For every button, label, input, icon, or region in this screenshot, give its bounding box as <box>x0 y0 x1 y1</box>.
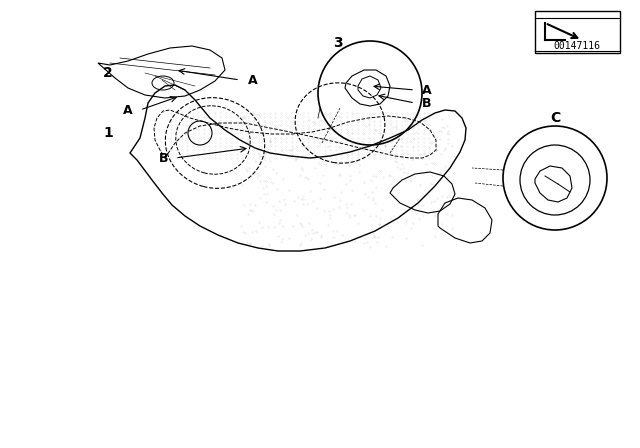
Text: A: A <box>124 103 133 116</box>
Text: A: A <box>248 73 258 86</box>
Text: A: A <box>422 83 431 96</box>
Text: B: B <box>159 151 168 164</box>
Text: 1: 1 <box>103 126 113 140</box>
Text: C: C <box>550 111 560 125</box>
Text: 2: 2 <box>103 66 113 80</box>
Text: B: B <box>422 96 431 109</box>
Text: 00147116: 00147116 <box>554 41 600 51</box>
Text: 3: 3 <box>333 36 343 50</box>
